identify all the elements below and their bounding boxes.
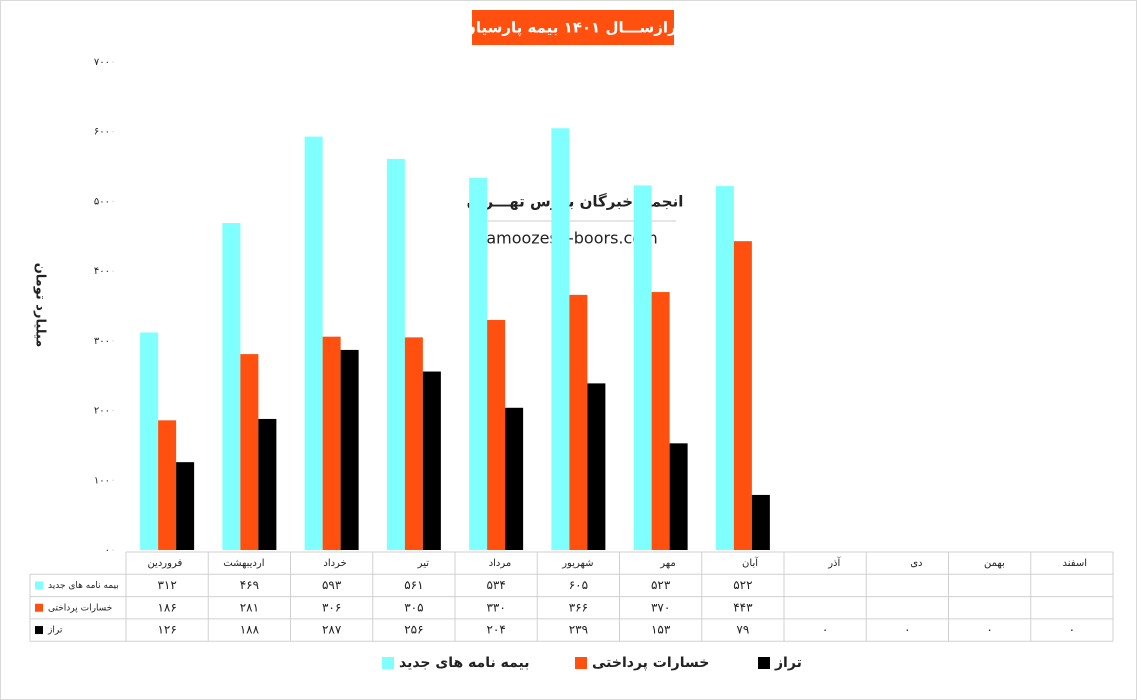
legend-key [35,581,43,590]
value-label: ۳۱۲ [157,578,176,592]
bar [176,462,195,550]
category-label: مرداد [489,558,512,569]
category-label: فروردین [147,558,182,569]
value-label: ۳۷۰ [651,600,670,614]
bar [140,332,159,550]
bar [222,223,241,551]
bar [304,136,323,550]
bar [751,494,770,550]
value-label: ۲۸۱ [240,600,259,614]
bar [404,337,423,550]
y-tick-label: ۵۰۰ [94,196,110,207]
y-tick-label: ۰ [105,545,110,556]
value-label: ۲۸۷ [322,623,342,637]
bar [587,383,606,550]
bar [469,177,488,550]
bar [386,158,405,550]
value-label: ۷۹ [736,623,749,637]
y-tick-label: ۴۰۰ [94,266,110,277]
y-tick-label: ۱۰۰ [94,475,110,486]
value-label: ۱۵۳ [651,623,671,637]
legend-label: خسارات پرداختی [592,655,709,671]
bar [733,241,752,550]
value-label: ۳۰۵ [404,600,423,614]
bar [322,336,341,550]
y-tick-label: ۶۰۰ [94,127,110,138]
bar [422,371,441,550]
legend-key [575,657,587,669]
category-label: آبان [742,556,759,569]
legend-label: تراز [774,655,802,671]
value-label: ۶۰۵ [569,578,588,592]
value-label: ۵۲۳ [651,578,671,592]
bar [715,186,734,550]
category-label: خرداد [323,558,346,569]
legend-key [382,657,394,669]
row-label: بیمه نامه های جدید [48,581,119,591]
legend-label: بیمه نامه های جدید [399,655,529,671]
value-label: ۳۶۶ [569,600,588,614]
category-label: تیر [417,558,430,569]
value-label: ۲۰۴ [486,623,505,637]
value-label: ۱۸۶ [157,600,176,614]
y-tick-label: ۳۰۰ [94,336,110,347]
value-label: ۳۰۶ [322,600,341,614]
bar [505,407,524,550]
value-label: ۵۳۴ [486,578,505,592]
bar [240,354,259,550]
bar [569,294,588,550]
legend-key [758,657,770,669]
chart-title: ترازســـال ۱۴۰۱ بیمه پارسیان [463,19,683,38]
category-label: اسفند [1063,558,1087,569]
legend-key [35,626,43,635]
value-label: ۰ [986,623,992,637]
legend-key [35,603,43,612]
bar [487,319,506,550]
value-label: ۲۳۹ [569,623,588,637]
bar [340,349,359,550]
value-label: ۴۶۹ [240,578,259,592]
category-label: شهریور [561,558,593,569]
value-label: ۰ [904,623,910,637]
value-label: ۵۲۲ [733,578,752,592]
y-tick-label: ۷۰۰ [94,57,110,68]
value-label: ۰ [822,623,828,637]
value-label: ۱۸۸ [240,623,260,637]
bar [258,418,277,550]
row-label: خسارات پرداختی [48,603,112,613]
value-label: ۱۲۶ [157,623,176,637]
bar [669,443,688,550]
row-label: تراز [47,626,63,636]
value-label: ۵۹۳ [322,578,342,592]
bar [551,128,570,550]
category-label: دی [910,558,922,569]
value-label: ۰ [1069,623,1075,637]
value-label: ۲۵۶ [404,623,423,637]
value-label: ۴۴۳ [733,600,753,614]
bar [633,185,652,550]
category-label: مهر [659,558,675,569]
category-label: آذر [827,556,841,569]
watermark-url: amoozesh-boors.com [486,229,657,248]
watermark-title: انجمن خبرگان بورس تهـــران [467,193,684,211]
title-box [472,10,674,45]
bar [158,420,177,550]
category-label: اردیبهشت [223,558,264,569]
y-axis-title: میلیارد تومان [33,263,48,348]
y-tick-label: ۲۰۰ [94,406,110,417]
value-label: ۳۳۰ [486,600,505,614]
value-label: ۵۶۱ [404,578,423,592]
category-label: بهمن [984,558,1005,569]
bar [651,292,670,550]
